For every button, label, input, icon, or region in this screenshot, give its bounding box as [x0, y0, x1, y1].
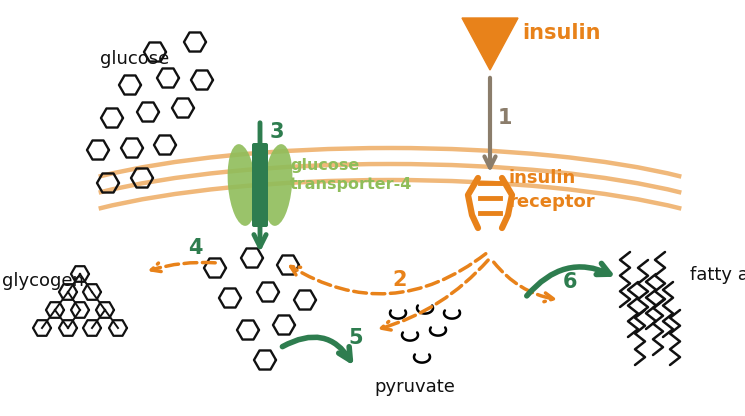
FancyArrowPatch shape [291, 254, 486, 294]
Text: fatty acid: fatty acid [690, 266, 745, 284]
FancyArrowPatch shape [151, 262, 215, 272]
Text: 5: 5 [348, 328, 363, 348]
Text: 1: 1 [498, 108, 513, 128]
FancyArrowPatch shape [494, 262, 554, 302]
Text: 4: 4 [188, 238, 202, 258]
FancyBboxPatch shape [252, 143, 268, 227]
Text: glucose: glucose [100, 50, 169, 68]
FancyArrowPatch shape [282, 337, 350, 360]
Ellipse shape [228, 144, 256, 226]
Polygon shape [462, 18, 518, 70]
Text: 6: 6 [562, 272, 577, 292]
Text: 2: 2 [393, 270, 408, 290]
Text: insulin
receptor: insulin receptor [508, 169, 595, 211]
Text: 3: 3 [270, 122, 285, 142]
Text: pyruvate: pyruvate [375, 378, 455, 396]
Ellipse shape [264, 144, 292, 226]
Text: glucose
transporter-4: glucose transporter-4 [290, 158, 413, 192]
FancyArrowPatch shape [527, 263, 610, 296]
Text: glycogen: glycogen [2, 272, 84, 290]
Text: insulin: insulin [522, 23, 600, 43]
FancyArrowPatch shape [381, 260, 488, 330]
